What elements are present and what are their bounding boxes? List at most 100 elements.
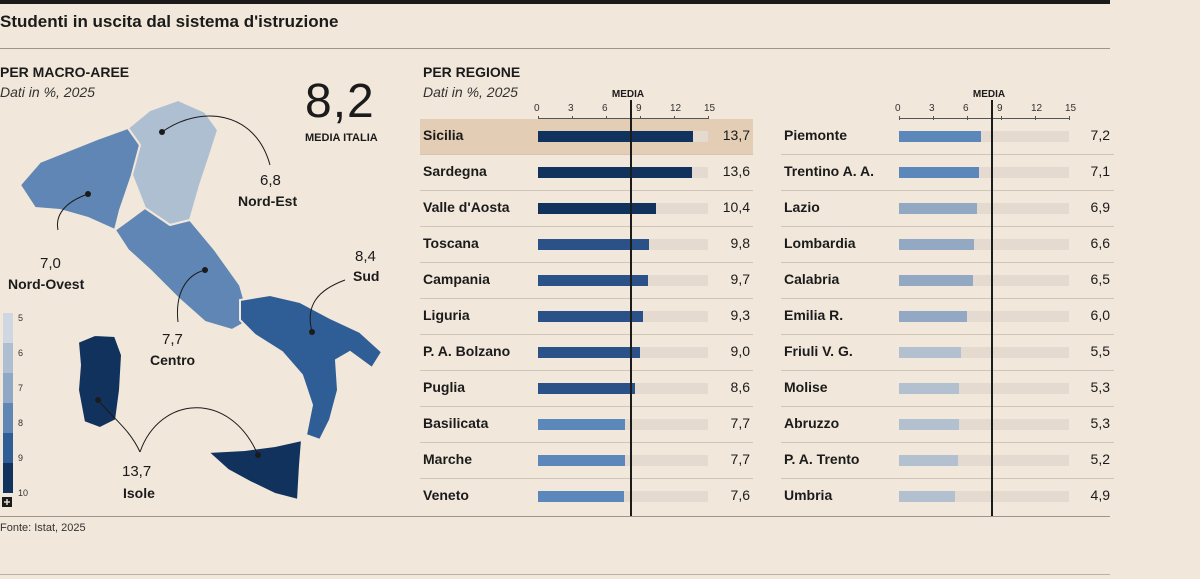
region-name: P. A. Bolzano: [423, 343, 511, 359]
row-divider: [420, 226, 753, 227]
bar: [538, 347, 640, 358]
axis-tick-label: 6: [602, 103, 608, 114]
row-divider: [420, 442, 753, 443]
legend-swatch: [3, 403, 13, 433]
region-name: Valle d'Aosta: [423, 199, 510, 215]
bar-value-label: 5,2: [1090, 451, 1110, 467]
region-name: Basilicata: [423, 415, 489, 431]
row-divider: [781, 406, 1114, 407]
area-name-nord-ovest: Nord-Ovest: [8, 276, 85, 292]
row-divider: [420, 154, 753, 155]
bar: [899, 203, 978, 214]
region-name: Marche: [423, 451, 473, 467]
italy-map: [18, 98, 384, 502]
area-value-nord-ovest: 7,0: [40, 255, 61, 272]
region-name: Lazio: [784, 199, 820, 215]
region-name: Veneto: [423, 487, 469, 503]
row-divider: [420, 370, 753, 371]
regioni-title: PER REGIONE: [423, 64, 521, 80]
area-value-isole: 13,7: [122, 463, 152, 480]
bar-value-label: 13,7: [722, 127, 750, 143]
row-divider: [781, 154, 1114, 155]
row-divider: [420, 334, 753, 335]
axis-tick-mark: [1069, 116, 1070, 120]
bar: [538, 419, 626, 430]
bar: [538, 131, 694, 142]
axis-tick-label: 12: [670, 103, 682, 114]
media-line: [990, 100, 993, 516]
region-name: Toscana: [423, 235, 479, 251]
bar-track: [899, 131, 1069, 142]
bar-value-label: 8,6: [730, 379, 750, 395]
bar-value-label: 6,9: [1090, 199, 1110, 215]
region-name: Friuli V. G.: [784, 343, 853, 359]
row-divider: [781, 370, 1114, 371]
bar-value-label: 7,6: [730, 487, 750, 503]
axis-tick-label: 0: [895, 103, 901, 114]
region-name: P. A. Trento: [784, 451, 860, 467]
region-name: Puglia: [423, 379, 466, 395]
bar: [538, 275, 648, 286]
row-divider: [420, 478, 753, 479]
area-value-sud: 8,4: [355, 248, 376, 265]
region-name: Calabria: [784, 271, 840, 287]
axis-tick-label: 9: [636, 103, 642, 114]
row-divider: [781, 298, 1114, 299]
bar-value-label: 9,3: [730, 307, 750, 323]
bottom-rule: [0, 574, 1110, 575]
area-value-centro: 7,7: [162, 331, 183, 348]
bar-track: [899, 383, 1069, 394]
map-sud: [239, 293, 384, 442]
region-name: Piemonte: [784, 127, 848, 143]
bar: [899, 131, 981, 142]
bar: [899, 383, 960, 394]
bar-track: [899, 455, 1069, 466]
axis-tick-mark: [708, 116, 709, 120]
region-name: Umbria: [784, 487, 833, 503]
media-line: [629, 100, 632, 516]
bar-value-label: 6,5: [1090, 271, 1110, 287]
media-italia-value: 8,2: [305, 75, 375, 128]
bar: [538, 455, 626, 466]
region-name: Campania: [423, 271, 490, 287]
axis-line: [899, 118, 1069, 119]
row-divider: [781, 262, 1114, 263]
area-name-nord-est: Nord-Est: [238, 193, 298, 209]
axis-tick-label: 15: [704, 103, 716, 114]
area-value-nord-est: 6,8: [260, 172, 281, 189]
bar-track: [899, 419, 1069, 430]
bar-track: [899, 347, 1069, 358]
area-name-sud: Sud: [353, 268, 380, 284]
top-rule: [0, 0, 1110, 4]
map-nord-est: [126, 98, 220, 227]
row-divider: [420, 262, 753, 263]
bar-value-label: 5,5: [1090, 343, 1110, 359]
region-name: Sicilia: [423, 127, 464, 143]
axis-tick-label: 15: [1065, 103, 1077, 114]
bar-value-label: 9,8: [730, 235, 750, 251]
area-name-centro: Centro: [150, 352, 196, 368]
bar-value-label: 7,2: [1090, 127, 1110, 143]
legend-tick-label: 7: [18, 383, 24, 393]
bar-value-label: 4,9: [1090, 487, 1110, 503]
region-name: Lombardia: [784, 235, 856, 251]
media-label: MEDIA: [972, 89, 1006, 100]
source-note: Fonte: Istat, 2025: [0, 522, 86, 534]
legend-swatch: [3, 343, 13, 373]
bar-track: [899, 239, 1069, 250]
row-divider: [420, 190, 753, 191]
bar: [899, 167, 980, 178]
map-sicilia: [205, 438, 304, 502]
axis-line: [538, 118, 708, 119]
legend-tick-label: 10: [18, 488, 29, 498]
legend-tick-label: 9: [18, 453, 24, 463]
header-divider: [0, 48, 1110, 49]
bar-track: [899, 311, 1069, 322]
bar: [538, 491, 625, 502]
bar-value-label: 6,0: [1090, 307, 1110, 323]
axis-tick-label: 3: [929, 103, 935, 114]
media-label: MEDIA: [611, 89, 645, 100]
axis-tick-label: 0: [534, 103, 540, 114]
row-divider: [420, 298, 753, 299]
bar: [899, 275, 973, 286]
